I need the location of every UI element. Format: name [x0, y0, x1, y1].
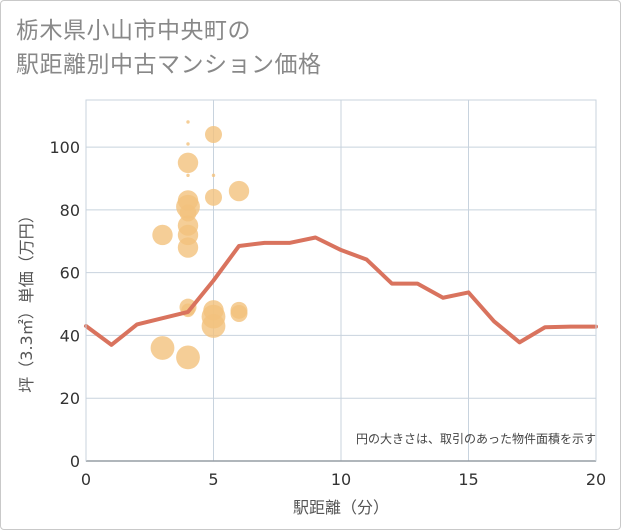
bubble-point	[211, 173, 216, 178]
chart-title-line-1: 栃木県小山市中央町の	[16, 18, 251, 44]
bubble-point	[177, 152, 199, 173]
x-tick-label: 0	[81, 470, 91, 489]
x-tick-label: 10	[331, 470, 351, 489]
x-tick-label: 5	[208, 470, 218, 489]
bubble-point	[186, 120, 190, 124]
y-tick-label: 40	[60, 326, 80, 345]
x-tick-labels: 0 5 10 15 20	[81, 470, 606, 489]
plot-border	[85, 99, 597, 462]
bubble-point	[150, 336, 175, 360]
line-series	[84, 235, 598, 347]
bubble-point	[228, 180, 250, 202]
y-tick-label: 80	[60, 201, 80, 220]
bubble-point	[152, 224, 173, 246]
chart-title-line-2: 駅距離別中古マンション価格	[16, 52, 322, 78]
x-tick-label: 20	[586, 470, 606, 489]
x-tick-label: 15	[458, 470, 478, 489]
bubble-point	[177, 237, 199, 258]
average-price-line	[84, 235, 598, 347]
y-axis-label: 坪（3.3㎡）単価（万円）	[17, 207, 36, 392]
chart-title: 栃木県小山市中央町の 駅距離別中古マンション価格	[16, 14, 322, 82]
bubble-point	[230, 304, 248, 322]
y-tick-label: 100	[49, 138, 80, 157]
bubble-size-note: 円の大きさは、取引のあった物件面積を示す	[356, 431, 596, 446]
y-tick-labels: 0 20 40 60 80 100	[49, 138, 80, 471]
bubble-point	[205, 126, 222, 144]
y-tick-label: 20	[60, 389, 80, 408]
bubble-point	[176, 345, 200, 370]
bubble-point	[186, 173, 190, 178]
bubble-point	[205, 188, 222, 206]
bubble-point	[201, 314, 226, 338]
bubble-point	[186, 142, 190, 146]
x-axis-label: 駅距離（分）	[293, 498, 389, 517]
y-tick-label: 0	[70, 452, 80, 471]
y-tick-label: 60	[60, 264, 80, 283]
bubble-series	[150, 120, 250, 370]
